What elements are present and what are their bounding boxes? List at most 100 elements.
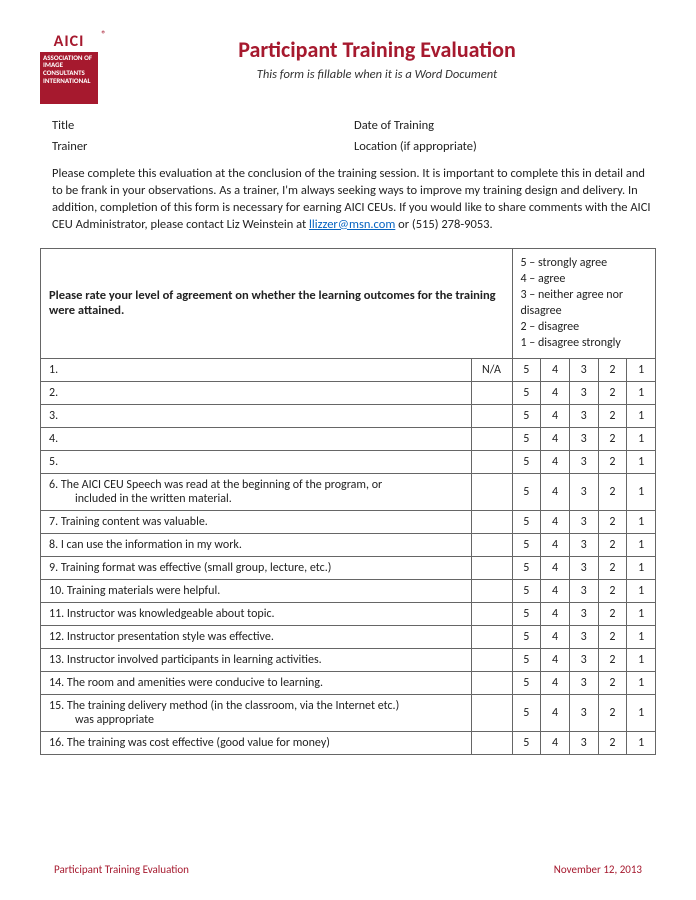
rating-cell-r2[interactable]: 2 [598, 671, 627, 694]
rating-cell-r1[interactable]: 1 [627, 694, 656, 731]
na-cell[interactable]: N/A [471, 358, 512, 381]
na-cell[interactable] [471, 671, 512, 694]
rating-cell-r1[interactable]: 1 [627, 381, 656, 404]
rating-cell-r3[interactable]: 3 [569, 579, 598, 602]
rating-cell-r5[interactable]: 5 [512, 694, 541, 731]
rating-cell-r5[interactable]: 5 [512, 731, 541, 754]
question-cell: 15. The training delivery method (in the… [41, 694, 472, 731]
meta-location-label: Location (if appropriate) [354, 139, 656, 154]
rating-cell-r1[interactable]: 1 [627, 648, 656, 671]
rating-cell-r3[interactable]: 3 [569, 427, 598, 450]
rating-cell-r4[interactable]: 4 [541, 533, 570, 556]
rating-cell-r5[interactable]: 5 [512, 473, 541, 510]
rating-cell-r5[interactable]: 5 [512, 510, 541, 533]
rating-cell-r5[interactable]: 5 [512, 625, 541, 648]
rating-cell-r2[interactable]: 2 [598, 731, 627, 754]
rating-cell-r1[interactable]: 1 [627, 473, 656, 510]
na-cell[interactable] [471, 694, 512, 731]
rating-cell-r2[interactable]: 2 [598, 510, 627, 533]
rating-cell-r3[interactable]: 3 [569, 671, 598, 694]
rating-cell-r1[interactable]: 1 [627, 602, 656, 625]
rating-cell-r5[interactable]: 5 [512, 427, 541, 450]
rating-cell-r5[interactable]: 5 [512, 381, 541, 404]
rating-cell-r1[interactable]: 1 [627, 731, 656, 754]
rating-cell-r4[interactable]: 4 [541, 694, 570, 731]
rating-cell-r3[interactable]: 3 [569, 381, 598, 404]
na-cell[interactable] [471, 579, 512, 602]
rating-cell-r3[interactable]: 3 [569, 450, 598, 473]
rating-cell-r2[interactable]: 2 [598, 556, 627, 579]
rating-cell-r3[interactable]: 3 [569, 648, 598, 671]
rating-cell-r2[interactable]: 2 [598, 358, 627, 381]
rating-cell-r2[interactable]: 2 [598, 533, 627, 556]
rating-cell-r3[interactable]: 3 [569, 404, 598, 427]
rating-cell-r1[interactable]: 1 [627, 358, 656, 381]
rating-cell-r1[interactable]: 1 [627, 533, 656, 556]
rating-cell-r3[interactable]: 3 [569, 731, 598, 754]
na-cell[interactable] [471, 381, 512, 404]
rating-cell-r1[interactable]: 1 [627, 579, 656, 602]
rating-cell-r4[interactable]: 4 [541, 358, 570, 381]
question-cell: 8. I can use the information in my work. [41, 533, 472, 556]
rating-cell-r4[interactable]: 4 [541, 731, 570, 754]
rating-cell-r1[interactable]: 1 [627, 671, 656, 694]
na-cell[interactable] [471, 731, 512, 754]
rating-cell-r5[interactable]: 5 [512, 556, 541, 579]
rating-cell-r4[interactable]: 4 [541, 556, 570, 579]
na-cell[interactable] [471, 404, 512, 427]
rating-cell-r2[interactable]: 2 [598, 427, 627, 450]
na-cell[interactable] [471, 648, 512, 671]
rating-cell-r5[interactable]: 5 [512, 404, 541, 427]
rating-cell-r4[interactable]: 4 [541, 602, 570, 625]
rating-cell-r3[interactable]: 3 [569, 473, 598, 510]
rating-cell-r4[interactable]: 4 [541, 450, 570, 473]
rating-cell-r3[interactable]: 3 [569, 358, 598, 381]
na-cell[interactable] [471, 473, 512, 510]
rating-cell-r2[interactable]: 2 [598, 450, 627, 473]
rating-cell-r3[interactable]: 3 [569, 694, 598, 731]
rating-cell-r5[interactable]: 5 [512, 671, 541, 694]
rating-cell-r2[interactable]: 2 [598, 602, 627, 625]
rating-cell-r3[interactable]: 3 [569, 625, 598, 648]
rating-cell-r4[interactable]: 4 [541, 381, 570, 404]
rating-cell-r3[interactable]: 3 [569, 510, 598, 533]
rating-cell-r4[interactable]: 4 [541, 473, 570, 510]
rating-cell-r4[interactable]: 4 [541, 427, 570, 450]
rating-cell-r4[interactable]: 4 [541, 625, 570, 648]
rating-cell-r4[interactable]: 4 [541, 404, 570, 427]
rating-cell-r5[interactable]: 5 [512, 602, 541, 625]
na-cell[interactable] [471, 427, 512, 450]
rating-cell-r2[interactable]: 2 [598, 381, 627, 404]
rating-cell-r2[interactable]: 2 [598, 648, 627, 671]
rating-cell-r5[interactable]: 5 [512, 533, 541, 556]
rating-cell-r4[interactable]: 4 [541, 648, 570, 671]
rating-cell-r3[interactable]: 3 [569, 556, 598, 579]
rating-cell-r1[interactable]: 1 [627, 556, 656, 579]
rating-cell-r5[interactable]: 5 [512, 358, 541, 381]
rating-cell-r2[interactable]: 2 [598, 579, 627, 602]
na-cell[interactable] [471, 450, 512, 473]
rating-cell-r2[interactable]: 2 [598, 625, 627, 648]
rating-cell-r3[interactable]: 3 [569, 602, 598, 625]
na-cell[interactable] [471, 533, 512, 556]
rating-cell-r5[interactable]: 5 [512, 450, 541, 473]
na-cell[interactable] [471, 556, 512, 579]
rating-cell-r2[interactable]: 2 [598, 473, 627, 510]
rating-cell-r4[interactable]: 4 [541, 510, 570, 533]
rating-cell-r5[interactable]: 5 [512, 579, 541, 602]
rating-cell-r1[interactable]: 1 [627, 510, 656, 533]
rating-cell-r1[interactable]: 1 [627, 450, 656, 473]
na-cell[interactable] [471, 510, 512, 533]
rating-cell-r1[interactable]: 1 [627, 404, 656, 427]
rating-cell-r3[interactable]: 3 [569, 533, 598, 556]
na-cell[interactable] [471, 602, 512, 625]
rating-cell-r4[interactable]: 4 [541, 671, 570, 694]
rating-cell-r4[interactable]: 4 [541, 579, 570, 602]
rating-cell-r2[interactable]: 2 [598, 694, 627, 731]
na-cell[interactable] [471, 625, 512, 648]
rating-cell-r1[interactable]: 1 [627, 427, 656, 450]
rating-cell-r2[interactable]: 2 [598, 404, 627, 427]
contact-email-link[interactable]: llizzer@msn.com [309, 217, 395, 232]
rating-cell-r5[interactable]: 5 [512, 648, 541, 671]
rating-cell-r1[interactable]: 1 [627, 625, 656, 648]
